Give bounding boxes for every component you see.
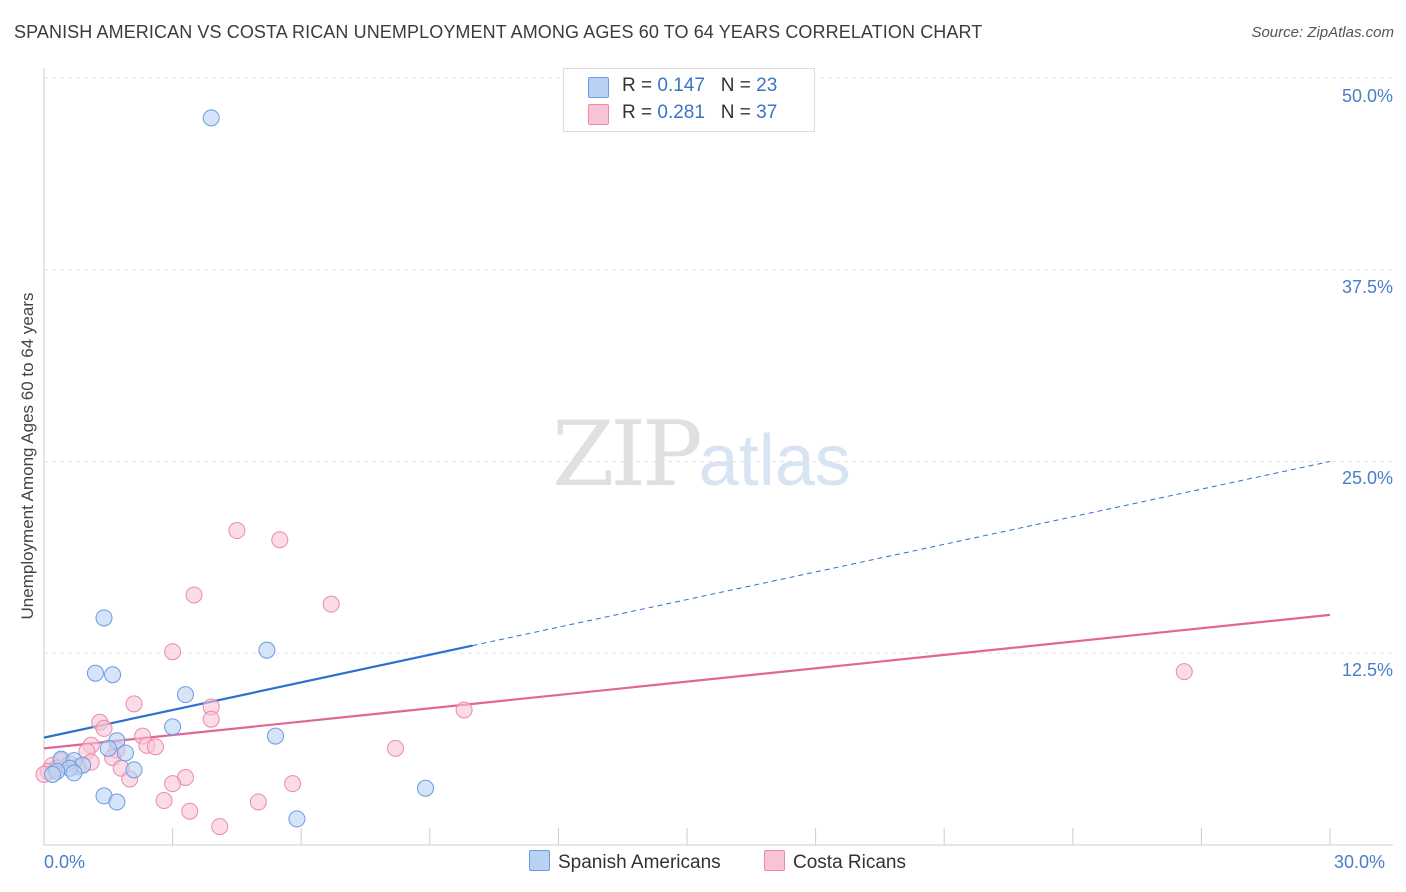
point-costa-ricans-4 xyxy=(164,643,182,661)
spanish-n-value: 23 xyxy=(756,75,778,96)
point-spanish-americans-21 xyxy=(108,793,126,811)
x-tick-label-max: 30.0% xyxy=(1334,852,1386,872)
costarican-r-value: 0.281 xyxy=(657,102,705,123)
point-costa-ricans-9 xyxy=(202,710,220,728)
trendline-spanish-americans-extension xyxy=(472,461,1331,647)
chart-source: Source: ZipAtlas.com xyxy=(1251,24,1394,41)
stats-legend: R = 0.147 N = 23 R = 0.281 N = 37 xyxy=(563,68,815,132)
trend-lines xyxy=(43,461,1331,750)
y-tick-label-37-5: 37.5% xyxy=(1341,277,1393,297)
point-spanish-americans-22 xyxy=(288,810,306,828)
spanish-r-label: R = xyxy=(622,75,658,96)
spanish-swatch xyxy=(588,77,609,98)
point-costa-ricans-29 xyxy=(284,775,302,793)
spanish-stats: R = 0.147 N = 23 xyxy=(622,75,777,97)
point-spanish-americans-1 xyxy=(95,609,113,627)
point-spanish-americans-0 xyxy=(202,109,220,127)
x-tick-marks xyxy=(172,828,1331,845)
point-costa-ricans-2 xyxy=(185,586,203,604)
point-spanish-americans-4 xyxy=(104,666,122,684)
legend-spanish-americans: Spanish Americans xyxy=(529,850,721,874)
point-costa-ricans-28 xyxy=(164,775,182,793)
y-tick-label-12-5: 12.5% xyxy=(1341,660,1393,680)
point-spanish-americans-18 xyxy=(65,764,83,782)
watermark: ZIPatlas xyxy=(552,402,851,507)
spanish-n-label: N = xyxy=(720,75,757,96)
data-points xyxy=(35,109,1193,836)
point-costa-ricans-1 xyxy=(271,531,289,549)
point-spanish-americans-19 xyxy=(417,779,435,797)
point-spanish-americans-17 xyxy=(44,765,62,783)
axes xyxy=(43,68,1393,846)
point-spanish-americans-2 xyxy=(258,641,276,659)
point-costa-ricans-8 xyxy=(455,701,473,719)
legend-spanish-swatch xyxy=(529,850,550,871)
y-tick-label-25: 25.0% xyxy=(1341,468,1393,488)
point-costa-ricans-6 xyxy=(125,695,143,713)
point-spanish-americans-7 xyxy=(266,727,284,745)
costarican-r-label: R = xyxy=(622,102,658,123)
point-spanish-americans-16 xyxy=(125,761,143,779)
point-costa-ricans-11 xyxy=(95,719,113,737)
legend-costarican-label: Costa Ricans xyxy=(793,852,906,873)
watermark-zip: ZIP xyxy=(552,402,703,507)
point-costa-ricans-32 xyxy=(181,802,199,820)
point-spanish-americans-3 xyxy=(86,664,104,682)
point-costa-ricans-5 xyxy=(1175,663,1193,681)
trendline-costa-ricans xyxy=(43,613,1331,750)
legend-spanish-label: Spanish Americans xyxy=(558,852,721,873)
trendline-spanish-americans xyxy=(43,644,473,739)
point-costa-ricans-14 xyxy=(146,738,164,756)
point-spanish-americans-6 xyxy=(164,718,182,736)
costarican-stats: R = 0.281 N = 37 xyxy=(622,102,777,124)
y-tick-label-50: 50.0% xyxy=(1341,86,1393,106)
gridlines xyxy=(44,77,1393,654)
point-spanish-americans-10 xyxy=(99,739,117,757)
point-costa-ricans-33 xyxy=(211,818,229,836)
spanish-r-value: 0.147 xyxy=(657,75,705,96)
point-spanish-americans-9 xyxy=(116,744,134,762)
costarican-n-value: 37 xyxy=(756,102,778,123)
x-tick-label-min: 0.0% xyxy=(44,852,86,872)
point-costa-ricans-31 xyxy=(249,793,267,811)
point-costa-ricans-3 xyxy=(322,595,340,613)
point-spanish-americans-5 xyxy=(176,686,194,704)
y-axis-label: Unemployment Among Ages 60 to 64 years xyxy=(18,292,37,620)
point-costa-ricans-0 xyxy=(228,522,246,540)
point-costa-ricans-30 xyxy=(155,792,173,810)
legend-costarican-swatch xyxy=(764,850,785,871)
costarican-swatch xyxy=(588,104,609,125)
costarican-n-label: N = xyxy=(720,102,757,123)
chart-title: SPANISH AMERICAN VS COSTA RICAN UNEMPLOY… xyxy=(14,22,983,42)
legend-costa-ricans: Costa Ricans xyxy=(764,850,906,874)
point-costa-ricans-18 xyxy=(387,739,405,757)
